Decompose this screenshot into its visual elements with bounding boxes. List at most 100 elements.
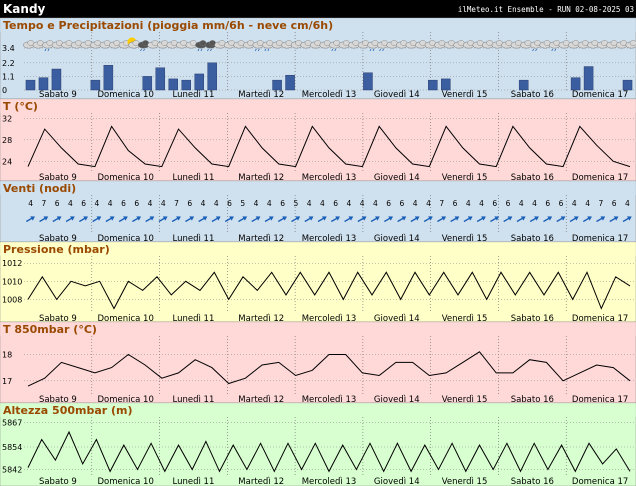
- wind-arrow-icon: [132, 216, 142, 223]
- y-tick-label: 1012: [2, 259, 22, 268]
- cloud-icon: [472, 40, 484, 49]
- precip-bar: [518, 79, 529, 91]
- day-label: Giovedì 14: [374, 314, 420, 324]
- cloud-icon: [166, 40, 178, 49]
- wind-arrow-icon: [171, 216, 181, 223]
- day-label: Giovedì 14: [374, 395, 420, 405]
- series-line: [27, 351, 631, 387]
- wind-arrow-icon: [476, 216, 486, 223]
- day-label: Lunedì 11: [173, 395, 215, 405]
- wind-arrow-icon: [609, 216, 619, 223]
- arrow-head: [375, 216, 380, 221]
- wind-arrow-icon: [79, 216, 89, 223]
- wind-speed: 4: [373, 199, 378, 208]
- wind-arrow-icon: [370, 216, 380, 223]
- day-label: Martedì 12: [238, 90, 284, 100]
- precip-bar: [194, 73, 204, 91]
- day-label: Domenica 17: [572, 234, 628, 244]
- cloud-rain-icon: [548, 40, 561, 52]
- cloud-icon: [233, 40, 245, 49]
- day-label: Martedì 12: [238, 173, 284, 183]
- rain-drop: [267, 48, 270, 52]
- rain-drop: [44, 48, 47, 52]
- cloud-icon: [625, 40, 636, 49]
- panel-title-strip: [0, 322, 636, 336]
- cloud-rain-icon: [42, 40, 54, 52]
- arrow-head: [454, 216, 460, 221]
- cloud-puff: [629, 40, 636, 46]
- day-label: Domenica 17: [572, 395, 628, 405]
- day-label: Domenica 17: [572, 477, 628, 486]
- arrow-head: [348, 216, 354, 221]
- precip-bar: [285, 74, 295, 91]
- y-tick-label: 5867: [2, 419, 22, 428]
- wind-arrow-icon: [25, 216, 35, 223]
- panels: Tempo e Precipitazioni (pioggia mm/6h - …: [0, 17, 636, 486]
- day-label: Domenica 10: [97, 234, 153, 244]
- wind-arrow-icon: [185, 216, 195, 223]
- cloud-icon: [80, 40, 92, 49]
- arrow-head: [242, 216, 248, 221]
- arrow-head: [43, 216, 49, 221]
- wind-arrow-icon: [304, 216, 314, 223]
- wind-arrow-icon: [277, 216, 287, 223]
- wind-speed: 4: [95, 199, 100, 208]
- rain-drop: [535, 48, 537, 52]
- wind-speed: 4: [267, 199, 272, 208]
- rain-drop: [143, 48, 145, 52]
- rain-drop: [197, 48, 200, 52]
- cloud-icon: [491, 40, 504, 49]
- rain-drop: [200, 48, 203, 52]
- wind-arrow-icon: [397, 216, 407, 223]
- wind-speed: 6: [187, 199, 192, 208]
- day-label: Venerdì 15: [442, 395, 488, 405]
- storm-cloud-icon: [137, 40, 150, 52]
- wind-speed: 4: [161, 199, 166, 208]
- wind-arrow-icon: [65, 216, 75, 223]
- day-label: Domenica 17: [572, 90, 628, 100]
- rain-drop: [257, 48, 260, 52]
- panel-title-strip: [0, 181, 636, 195]
- arrow-head: [467, 216, 473, 221]
- arrow-head: [613, 216, 619, 221]
- wind-speed: 7: [174, 199, 179, 208]
- wind-arrow-icon: [344, 216, 354, 223]
- day-label: Sabato 9: [39, 90, 77, 100]
- wind-speed: 6: [333, 199, 338, 208]
- precip-bar: [207, 62, 217, 91]
- day-label: Giovedì 14: [374, 173, 420, 183]
- day-label: Domenica 10: [97, 477, 153, 486]
- rain-drop: [331, 48, 334, 52]
- wind-arrow-icon: [450, 216, 460, 223]
- wind-speed: 4: [28, 199, 33, 208]
- cloud-rain-icon: [529, 40, 542, 52]
- day-label: Martedì 12: [238, 477, 284, 486]
- wind-arrow-icon: [543, 216, 553, 223]
- arrow-head: [573, 216, 579, 221]
- wind-speed: 4: [466, 199, 471, 208]
- cloud-icon: [596, 40, 609, 49]
- day-label: Lunedì 11: [173, 234, 215, 244]
- arrow-head: [547, 216, 553, 221]
- cloud-icon: [309, 40, 322, 49]
- arrow-head: [507, 216, 513, 221]
- day-label: Domenica 10: [97, 173, 153, 183]
- wind-arrow-icon: [423, 216, 433, 223]
- wind-arrow-icon: [569, 216, 579, 223]
- y-tick-label: 2.2: [2, 59, 15, 68]
- wind-speed: 5: [293, 199, 298, 208]
- day-label: Sabato 16: [511, 173, 554, 183]
- wind-arrow-icon: [224, 216, 234, 223]
- cloud-icon: [70, 40, 83, 49]
- rain-drop: [47, 48, 50, 52]
- wind-arrow-icon: [118, 216, 128, 223]
- day-label: Mercoledì 13: [302, 90, 357, 100]
- day-label: Venerdì 15: [442, 314, 488, 324]
- wind-speed: 6: [453, 199, 458, 208]
- day-label: Venerdì 15: [442, 477, 488, 486]
- precip-bar: [428, 79, 438, 91]
- cloud-rain-icon: [376, 40, 389, 52]
- cloud-icon: [89, 40, 102, 49]
- wind-speed: 6: [400, 199, 405, 208]
- panel-title-strip: [0, 403, 636, 417]
